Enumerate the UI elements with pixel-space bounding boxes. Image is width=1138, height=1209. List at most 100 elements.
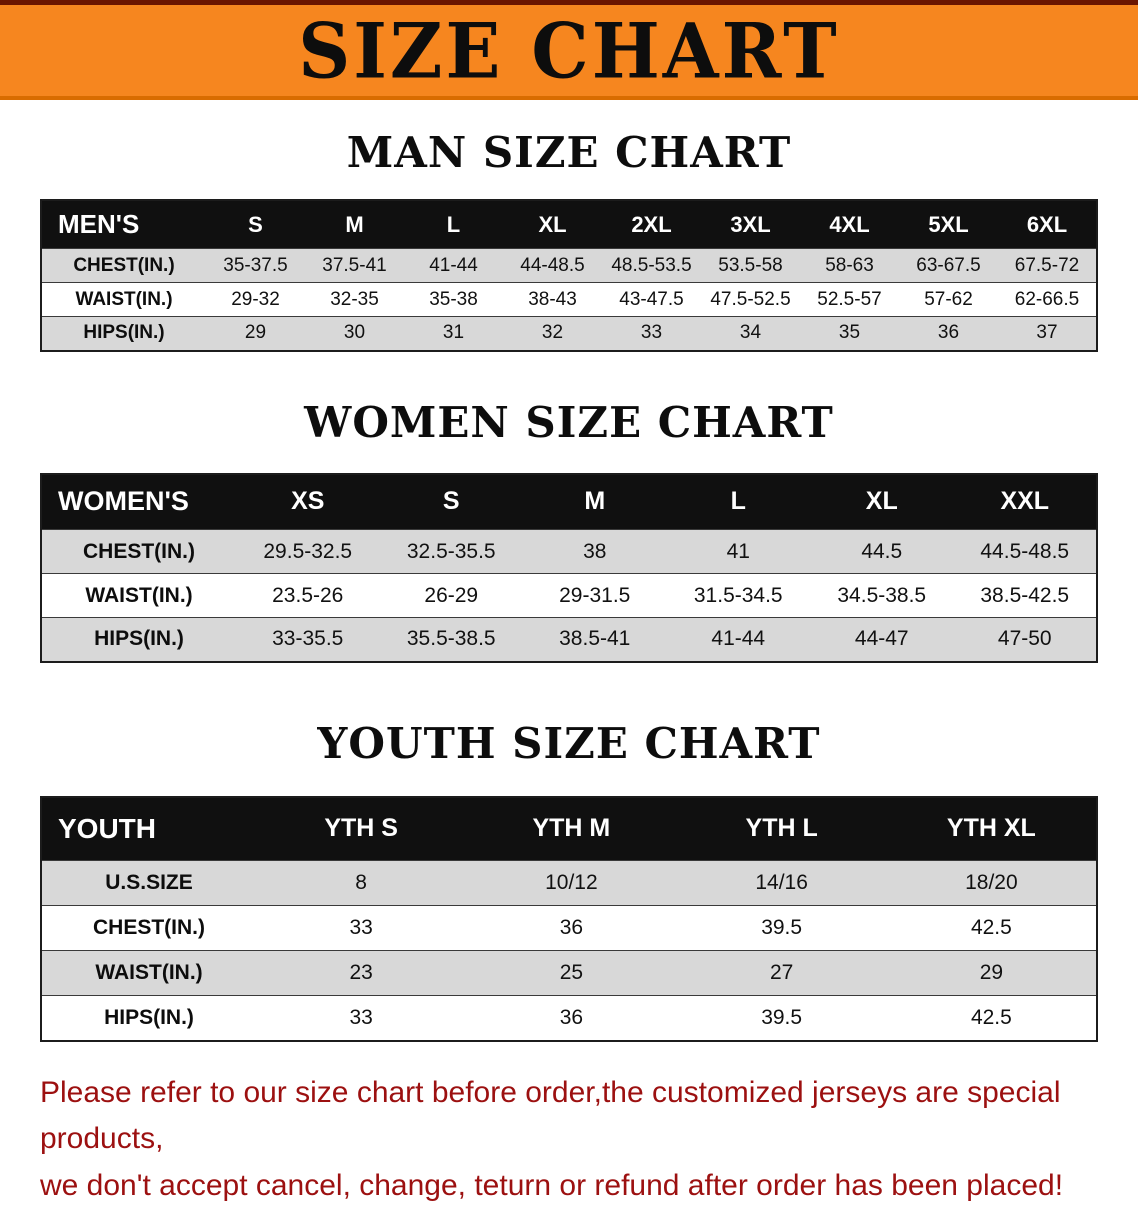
data-cell: 35-38 (404, 283, 503, 317)
data-cell: 42.5 (887, 906, 1097, 951)
disclaimer-line-2: we don't accept cancel, change, teturn o… (40, 1163, 1100, 1209)
data-cell: 39.5 (677, 906, 887, 951)
size-header-cell: L (667, 474, 811, 530)
data-cell: 27 (677, 951, 887, 996)
size-header-cell: YTH M (466, 797, 676, 861)
size-header-cell: XL (503, 200, 602, 249)
row-label-cell: WAIST(IN.) (41, 574, 236, 618)
section-title-youth: YOUTH SIZE CHART (0, 719, 1138, 768)
size-header-cell: YTH XL (887, 797, 1097, 861)
data-cell: 37 (998, 317, 1097, 351)
size-header-cell: 5XL (899, 200, 998, 249)
data-cell: 47.5-52.5 (701, 283, 800, 317)
size-header-cell: XXL (954, 474, 1098, 530)
data-cell: 35-37.5 (206, 249, 305, 283)
data-cell: 36 (466, 906, 676, 951)
data-cell: 63-67.5 (899, 249, 998, 283)
data-cell: 33 (256, 906, 466, 951)
data-cell: 31 (404, 317, 503, 351)
row-label-cell: WAIST(IN.) (41, 951, 256, 996)
data-cell: 44.5-48.5 (954, 530, 1098, 574)
data-cell: 38-43 (503, 283, 602, 317)
size-header-cell: 2XL (602, 200, 701, 249)
data-cell: 44.5 (810, 530, 954, 574)
data-cell: 44-47 (810, 618, 954, 662)
size-header-cell: 6XL (998, 200, 1097, 249)
data-cell: 33-35.5 (236, 618, 380, 662)
data-cell: 41-44 (404, 249, 503, 283)
data-cell: 43-47.5 (602, 283, 701, 317)
data-cell: 31.5-34.5 (667, 574, 811, 618)
data-cell: 34.5-38.5 (810, 574, 954, 618)
size-header-cell: XL (810, 474, 954, 530)
data-cell: 32 (503, 317, 602, 351)
data-cell: 10/12 (466, 861, 676, 906)
data-cell: 44-48.5 (503, 249, 602, 283)
data-cell: 29-32 (206, 283, 305, 317)
data-cell: 47-50 (954, 618, 1098, 662)
data-cell: 34 (701, 317, 800, 351)
data-cell: 29 (887, 951, 1097, 996)
data-cell: 62-66.5 (998, 283, 1097, 317)
size-header-cell: YTH S (256, 797, 466, 861)
row-label-cell: U.S.SIZE (41, 861, 256, 906)
data-cell: 29.5-32.5 (236, 530, 380, 574)
data-cell: 29 (206, 317, 305, 351)
size-header-cell: S (380, 474, 524, 530)
data-cell: 53.5-58 (701, 249, 800, 283)
data-cell: 38.5-42.5 (954, 574, 1098, 618)
data-cell: 37.5-41 (305, 249, 404, 283)
data-cell: 52.5-57 (800, 283, 899, 317)
row-label-cell: HIPS(IN.) (41, 618, 236, 662)
data-cell: 42.5 (887, 996, 1097, 1041)
data-cell: 33 (602, 317, 701, 351)
data-cell: 41 (667, 530, 811, 574)
size-header-cell: YTH L (677, 797, 887, 861)
data-cell: 23.5-26 (236, 574, 380, 618)
row-label-cell: CHEST(IN.) (41, 249, 206, 283)
data-cell: 35.5-38.5 (380, 618, 524, 662)
size-header-cell: M (305, 200, 404, 249)
data-cell: 67.5-72 (998, 249, 1097, 283)
data-cell: 33 (256, 996, 466, 1041)
size-header-cell: 3XL (701, 200, 800, 249)
data-cell: 32-35 (305, 283, 404, 317)
size-header-cell: S (206, 200, 305, 249)
table-title-cell: MEN'S (41, 200, 206, 249)
page-title: SIZE CHART (298, 13, 840, 89)
disclaimer: Please refer to our size chart before or… (40, 1070, 1100, 1209)
row-label-cell: HIPS(IN.) (41, 317, 206, 351)
data-cell: 18/20 (887, 861, 1097, 906)
size-header-cell: XS (236, 474, 380, 530)
banner: SIZE CHART (0, 0, 1138, 100)
table-title-cell: YOUTH (41, 797, 256, 861)
data-cell: 36 (899, 317, 998, 351)
row-label-cell: CHEST(IN.) (41, 530, 236, 574)
row-label-cell: HIPS(IN.) (41, 996, 256, 1041)
section-title-men: MAN SIZE CHART (0, 128, 1138, 177)
size-header-cell: 4XL (800, 200, 899, 249)
data-cell: 36 (466, 996, 676, 1041)
table-title-cell: WOMEN'S (41, 474, 236, 530)
data-cell: 8 (256, 861, 466, 906)
data-cell: 25 (466, 951, 676, 996)
